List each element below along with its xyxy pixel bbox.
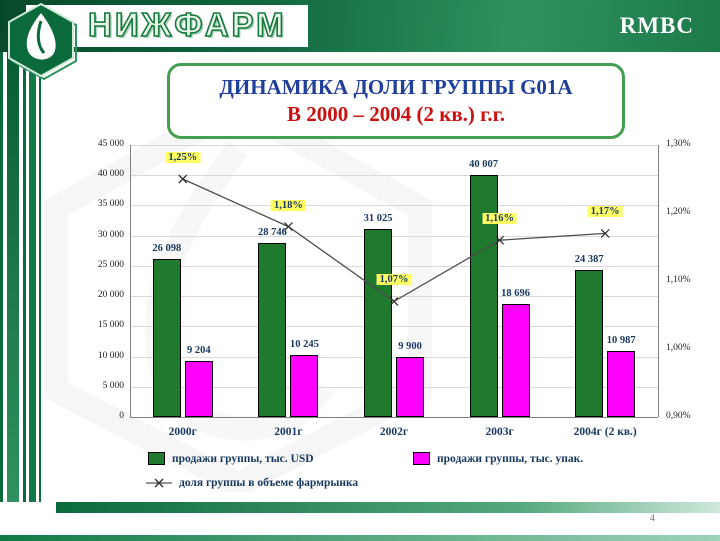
- share-percent-label: 1,25%: [165, 152, 201, 163]
- slide-title-line2: В 2000 – 2004 (2 кв.) г.г.: [286, 102, 506, 126]
- left-axis-tick-label: 35 000: [97, 199, 124, 210]
- right-axis-tick-label: 0,90%: [666, 411, 691, 421]
- legend-item-share: доля группы в объеме фармрынка: [146, 477, 358, 489]
- decor-stripe: [23, 40, 26, 502]
- gridline: [130, 265, 658, 267]
- right-axis-line: [658, 145, 659, 417]
- gridline: [130, 205, 658, 207]
- bottom-accent-band: [56, 502, 720, 513]
- right-axis-tick-label: 1,10%: [666, 275, 691, 285]
- share-percent-label: 1,17%: [587, 206, 623, 218]
- legend-label-units: продажи группы, тыс. упак.: [437, 452, 584, 465]
- gridline: [130, 417, 658, 418]
- right-axis-tick-label: 1,20%: [666, 207, 691, 217]
- legend-label-usd: продажи группы, тыс. USD: [172, 452, 314, 465]
- bar-sales-usd-value: 31 025: [363, 213, 393, 225]
- bar-sales-usd-value: 24 387: [574, 253, 604, 265]
- category-label: 2001г: [274, 426, 303, 438]
- bar-sales-usd: [364, 229, 392, 417]
- category-label: 2002г: [379, 426, 409, 438]
- category-label: 2004г (2 кв.): [573, 426, 637, 438]
- slide-title-box: ДИНАМИКА ДОЛИ ГРУППЫ G01A В 2000 – 2004 …: [167, 63, 625, 139]
- bar-sales-units-value: 18 696: [501, 287, 531, 299]
- category-label: 2000г: [168, 426, 197, 438]
- brand-wordmark: НИЖФАРМ: [87, 5, 287, 44]
- bar-sales-units-value: 9 204: [186, 345, 211, 357]
- bar-sales-usd-value: 26 098: [152, 243, 182, 255]
- left-axis-tick-label: 5 000: [102, 380, 124, 391]
- left-axis-tick-label: 40 000: [97, 169, 124, 180]
- bar-sales-units-value: 9 900: [398, 341, 422, 353]
- legend-item-units: продажи группы, тыс. упак.: [413, 452, 583, 465]
- bottom-edge-band: [0, 535, 720, 541]
- left-axis-tick-label: 25 000: [97, 259, 124, 270]
- left-axis-tick-label: 15 000: [97, 320, 124, 331]
- rmbc-label: RMBC: [619, 13, 694, 38]
- bar-sales-units: [184, 361, 213, 417]
- header-band: RMBC: [0, 0, 720, 52]
- bar-sales-usd-value: 40 007: [469, 159, 499, 171]
- slide-title-line1: ДИНАМИКА ДОЛИ ГРУППЫ G01A: [219, 74, 573, 99]
- decor-stripe: [29, 40, 36, 502]
- gridline: [130, 175, 658, 177]
- left-axis-tick-label: 10 000: [97, 350, 124, 361]
- bar-sales-units: [607, 350, 636, 417]
- category-label: 2003г: [485, 426, 514, 438]
- bar-sales-units: [396, 357, 424, 417]
- gridline: [130, 386, 658, 388]
- legend-label-share: доля группы в объеме фармрынка: [179, 477, 359, 489]
- bar-sales-units-value: 10 987: [606, 334, 636, 346]
- bar-sales-usd: [258, 243, 287, 417]
- gridline: [130, 326, 658, 328]
- legend-swatch-units: [413, 452, 430, 465]
- share-percent-label: 1,18%: [270, 199, 306, 211]
- page-number: 4: [650, 514, 655, 524]
- right-axis-tick-label: 1,00%: [666, 343, 691, 353]
- bar-sales-units-value: 10 245: [289, 339, 319, 351]
- bar-sales-units: [501, 303, 530, 417]
- decor-stripe: [7, 40, 19, 502]
- decor-stripe: [39, 40, 41, 502]
- nizhpharm-logo-icon: [8, 2, 77, 81]
- gridline: [130, 145, 658, 146]
- left-axis-line: [130, 145, 131, 417]
- share-percent-label: 1,07%: [376, 274, 412, 286]
- right-axis-tick-label: 1,30%: [666, 139, 691, 149]
- bar-sales-usd: [152, 259, 181, 417]
- gridline: [130, 356, 658, 358]
- bar-sales-usd-value: 28 746: [257, 227, 287, 239]
- decor-stripe: [0, 40, 3, 502]
- share-percent-label: 1,16%: [482, 213, 518, 225]
- gridline: [130, 235, 658, 237]
- left-axis-tick-label: 30 000: [97, 229, 124, 240]
- legend-swatch-usd: [148, 452, 165, 465]
- left-axis-tick-label: 45 000: [97, 139, 124, 149]
- left-axis-tick-label: 0: [119, 411, 124, 421]
- bar-sales-units: [290, 355, 319, 417]
- left-axis-tick-label: 20 000: [97, 290, 124, 301]
- legend-item-usd: продажи группы, тыс. USD: [148, 452, 314, 465]
- line-marker-icon: [146, 478, 172, 488]
